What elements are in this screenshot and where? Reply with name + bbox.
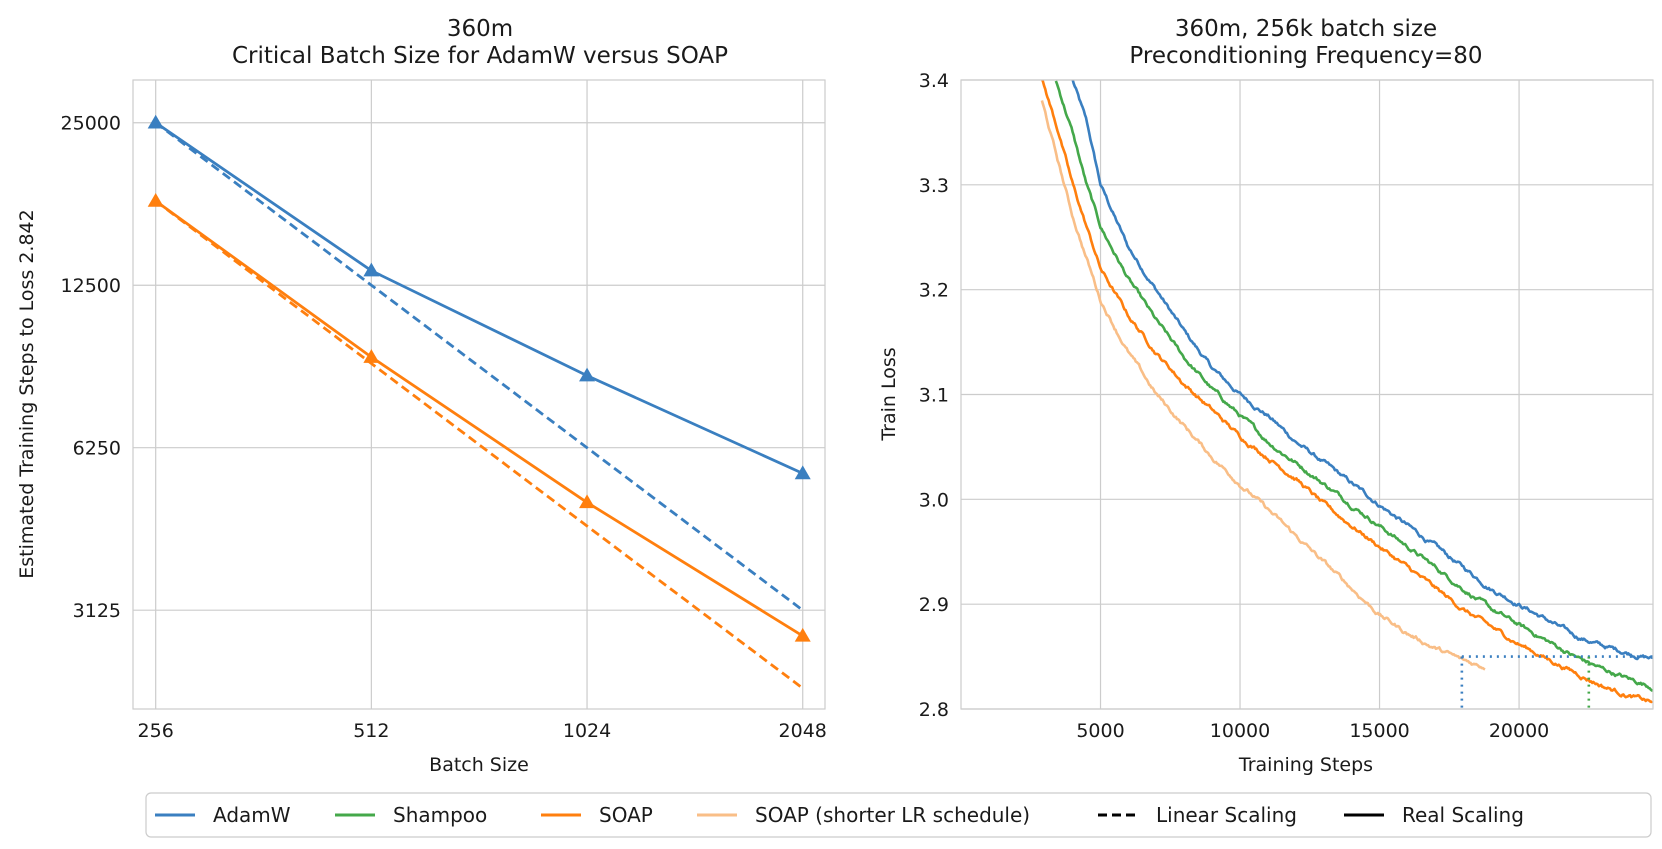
left-chart-series	[147, 114, 811, 690]
right-y-tick-label: 2.9	[919, 594, 949, 616]
series-line-adamw-real-scaling	[154, 121, 804, 475]
data-point-adamw-real-scaling	[363, 262, 380, 277]
right-x-tick-label: 5000	[1076, 720, 1124, 742]
series-line-adamw-linear-scaling	[154, 121, 804, 612]
left-chart-ticks: 256 512 1024 2048 3125 6250 12500 25000	[61, 113, 827, 742]
legend-label-adamw: AdamW	[213, 803, 291, 827]
left-x-tick-label: 2048	[779, 720, 827, 742]
right-y-tick-label: 3.0	[919, 489, 949, 511]
series-line-soap-real-scaling	[154, 199, 804, 638]
right-x-tick-label: 10000	[1210, 720, 1270, 742]
series-line-soap	[1041, 80, 1653, 704]
right-chart-ticks: 5000 10000 15000 20000 2.8 2.9 3.0 3.1 3.2 3.3 3.4	[919, 70, 1550, 742]
legend-box	[145, 792, 1652, 838]
right-chart-series	[1040, 80, 1653, 709]
left-y-tick-label: 12500	[61, 275, 121, 297]
left-x-tick-label: 512	[353, 720, 389, 742]
left-chart-title-line2: Critical Batch Size for AdamW versus SOA…	[232, 43, 728, 69]
data-point-soap-real-scaling	[794, 627, 811, 642]
left-y-tick-label: 3125	[73, 600, 121, 622]
right-x-tick-label: 20000	[1489, 720, 1549, 742]
series-line-soap-linear-scaling	[154, 199, 804, 690]
data-point-adamw-real-scaling	[579, 367, 596, 382]
right-y-tick-label: 3.1	[919, 385, 949, 407]
left-chart-x-axis-label: Batch Size	[429, 754, 529, 776]
left-chart: 360m Critical Batch Size for AdamW versu…	[16, 16, 827, 776]
legend-label-real-scaling: Real Scaling	[1402, 803, 1524, 827]
legend-label-shampoo: Shampoo	[393, 803, 487, 827]
left-x-tick-label: 256	[138, 720, 174, 742]
data-point-soap-real-scaling	[579, 494, 596, 509]
right-chart: 360m, 256k batch size Preconditioning Fr…	[878, 16, 1654, 776]
data-point-adamw-real-scaling	[794, 465, 811, 480]
series-line-adamw	[1071, 80, 1653, 661]
right-x-tick-label: 15000	[1349, 720, 1409, 742]
right-y-tick-label: 2.8	[919, 699, 949, 721]
left-chart-grid	[133, 80, 825, 709]
right-y-tick-label: 3.3	[919, 175, 949, 197]
series-line-soap-shorter-lr-schedule	[1040, 100, 1486, 671]
right-y-tick-label: 3.4	[919, 70, 949, 92]
left-y-tick-label: 6250	[73, 438, 121, 460]
left-x-tick-label: 1024	[563, 720, 611, 742]
left-chart-title-line1: 360m	[447, 16, 513, 42]
right-chart-title-line1: 360m, 256k batch size	[1175, 16, 1437, 42]
series-line-shampoo	[1054, 80, 1653, 692]
right-y-tick-label: 3.2	[919, 280, 949, 302]
right-chart-x-axis-label: Training Steps	[1238, 754, 1373, 776]
legend-label-soap-shorter-lr-schedule: SOAP (shorter LR schedule)	[755, 803, 1030, 827]
legend-label-linear-scaling: Linear Scaling	[1156, 803, 1297, 827]
left-chart-frame	[132, 79, 826, 710]
left-chart-y-axis-label: Estimated Training Steps to Loss 2.842	[16, 209, 38, 578]
right-chart-frame	[960, 79, 1654, 710]
right-chart-title-line2: Preconditioning Frequency=80	[1129, 43, 1482, 69]
left-y-tick-label: 25000	[61, 113, 121, 135]
data-point-soap-real-scaling	[363, 349, 380, 363]
legend: AdamW Shampoo SOAP SOAP (shorter LR schedul…	[145, 792, 1652, 838]
right-chart-y-axis-label: Train Loss	[878, 347, 900, 441]
legend-label-soap: SOAP	[599, 803, 653, 827]
right-chart-grid	[961, 79, 1653, 710]
